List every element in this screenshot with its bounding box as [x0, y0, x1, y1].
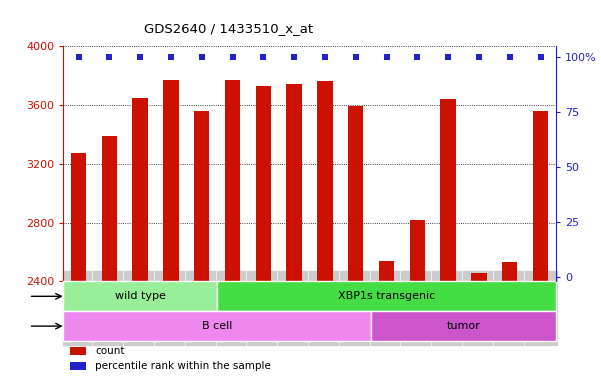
Text: GDS2640 / 1433510_x_at: GDS2640 / 1433510_x_at — [144, 22, 313, 35]
Bar — [348, 106, 364, 281]
Point — [197, 54, 207, 60]
Text: XBP1s transgenic: XBP1s transgenic — [338, 291, 435, 301]
Bar — [379, 261, 394, 281]
Point — [289, 54, 299, 60]
Bar — [217, 281, 556, 311]
Bar — [287, 84, 302, 281]
Point — [105, 54, 114, 60]
Text: tumor: tumor — [447, 321, 480, 331]
Bar — [63, 281, 217, 311]
Bar — [70, 347, 87, 355]
Bar — [70, 362, 87, 370]
Bar — [255, 86, 271, 281]
Point — [228, 54, 237, 60]
Point — [535, 54, 545, 60]
Bar — [441, 99, 456, 281]
Point — [74, 54, 84, 60]
Bar — [102, 136, 117, 281]
Bar — [225, 80, 240, 281]
Bar — [63, 311, 371, 341]
Point — [351, 54, 361, 60]
Point — [135, 54, 145, 60]
Point — [320, 54, 330, 60]
Text: wild type: wild type — [115, 291, 165, 301]
Text: count: count — [95, 346, 124, 356]
Text: B cell: B cell — [202, 321, 233, 331]
Bar — [163, 80, 178, 281]
Bar — [371, 311, 556, 341]
Point — [258, 54, 268, 60]
Point — [505, 54, 514, 60]
Bar — [410, 220, 425, 281]
Bar — [194, 111, 209, 281]
Point — [166, 54, 175, 60]
Bar — [533, 111, 548, 281]
Point — [412, 54, 422, 60]
Text: percentile rank within the sample: percentile rank within the sample — [95, 361, 271, 371]
Bar — [132, 98, 148, 281]
Bar — [317, 81, 332, 281]
Point — [474, 54, 484, 60]
Point — [382, 54, 391, 60]
Bar — [502, 262, 517, 281]
Point — [444, 54, 453, 60]
Bar — [71, 154, 86, 281]
Bar — [471, 273, 487, 281]
